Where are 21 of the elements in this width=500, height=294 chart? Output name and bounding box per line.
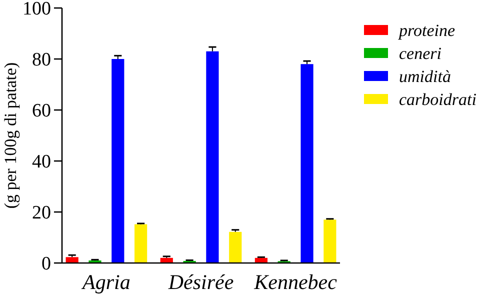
- x-tick-label: Kennebec: [253, 270, 338, 294]
- bar: [206, 51, 219, 263]
- bar: [300, 64, 314, 263]
- bar: [134, 224, 148, 263]
- x-tick-label: Désirée: [167, 270, 234, 294]
- y-tick-label: 60: [32, 100, 51, 122]
- legend-label: umidità: [399, 66, 451, 86]
- y-tick-label: 100: [22, 0, 51, 20]
- bar: [112, 59, 124, 263]
- legend-label: ceneri: [399, 44, 442, 63]
- y-tick-label: 0: [42, 254, 51, 275]
- y-axis-title: (g per 100g di patate): [1, 62, 20, 209]
- y-tick-label: 80: [32, 50, 51, 71]
- bar: [229, 232, 242, 263]
- bar: [66, 257, 78, 263]
- x-tick-label: Agria: [80, 270, 130, 294]
- bar: [324, 220, 336, 263]
- y-tick-label: 40: [32, 152, 51, 173]
- y-tick-label: 20: [32, 202, 51, 224]
- legend-label: proteine: [398, 20, 456, 40]
- legend-label: carboidrati: [399, 90, 477, 109]
